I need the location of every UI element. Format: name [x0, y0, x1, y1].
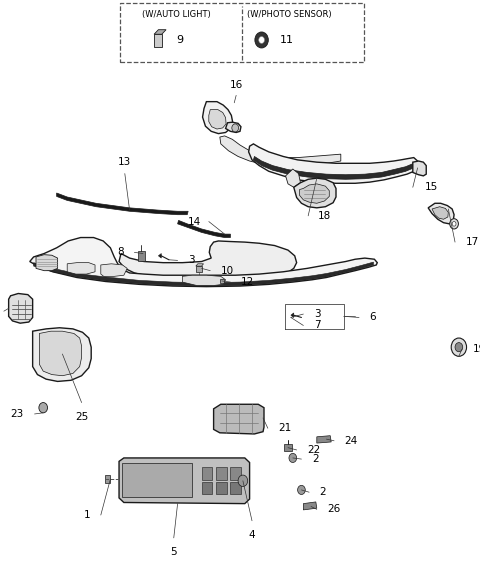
Text: 5: 5	[170, 547, 177, 557]
Circle shape	[298, 485, 305, 494]
Polygon shape	[57, 193, 188, 215]
Polygon shape	[432, 207, 448, 219]
Text: 3: 3	[314, 309, 321, 319]
Polygon shape	[230, 467, 241, 480]
Text: 16: 16	[229, 79, 243, 90]
Text: (W/AUTO LIGHT): (W/AUTO LIGHT)	[142, 10, 210, 19]
Polygon shape	[182, 275, 226, 286]
Polygon shape	[33, 328, 91, 381]
Polygon shape	[178, 220, 230, 238]
Circle shape	[452, 222, 456, 226]
Text: 9: 9	[177, 35, 184, 45]
Text: 25: 25	[75, 412, 88, 422]
Text: 21: 21	[278, 423, 292, 433]
Polygon shape	[317, 436, 331, 443]
Polygon shape	[196, 266, 202, 272]
Text: 12: 12	[241, 277, 254, 287]
Text: 17: 17	[466, 237, 479, 247]
Text: 6: 6	[370, 312, 376, 323]
Text: 2: 2	[312, 454, 319, 464]
Text: 22: 22	[307, 445, 321, 455]
Text: 18: 18	[318, 211, 331, 221]
Text: 1: 1	[84, 510, 90, 520]
Polygon shape	[36, 255, 58, 271]
Polygon shape	[220, 279, 224, 283]
Polygon shape	[220, 136, 341, 166]
Polygon shape	[216, 482, 227, 494]
Circle shape	[255, 32, 268, 48]
Text: 15: 15	[424, 182, 438, 192]
Polygon shape	[202, 482, 212, 494]
Polygon shape	[39, 331, 82, 376]
Text: 7: 7	[314, 320, 321, 331]
Text: 13: 13	[118, 157, 132, 167]
Polygon shape	[209, 110, 226, 129]
Text: 2: 2	[320, 487, 326, 497]
Polygon shape	[34, 262, 373, 286]
Circle shape	[238, 475, 248, 486]
FancyBboxPatch shape	[120, 3, 364, 62]
Polygon shape	[303, 502, 317, 510]
Polygon shape	[105, 475, 110, 483]
Polygon shape	[119, 458, 250, 504]
Circle shape	[39, 403, 48, 413]
Polygon shape	[203, 102, 233, 134]
Polygon shape	[9, 293, 33, 323]
Text: 14: 14	[188, 216, 201, 227]
Polygon shape	[286, 169, 300, 187]
Text: 24: 24	[345, 436, 358, 446]
Polygon shape	[216, 467, 227, 480]
Text: 26: 26	[327, 504, 341, 514]
Polygon shape	[196, 264, 204, 266]
Text: 4: 4	[249, 530, 255, 540]
Text: 3: 3	[188, 255, 195, 266]
Polygon shape	[226, 122, 241, 132]
Circle shape	[450, 219, 458, 229]
Polygon shape	[154, 34, 162, 47]
Polygon shape	[230, 482, 241, 494]
Text: 10: 10	[221, 266, 234, 276]
Polygon shape	[30, 238, 377, 287]
Polygon shape	[67, 263, 95, 274]
Text: 19: 19	[472, 344, 480, 355]
Circle shape	[455, 343, 463, 352]
Polygon shape	[253, 156, 417, 179]
Circle shape	[232, 124, 239, 132]
Circle shape	[289, 453, 297, 463]
Text: 11: 11	[280, 35, 294, 45]
Polygon shape	[158, 254, 161, 258]
Polygon shape	[202, 467, 212, 480]
Polygon shape	[119, 241, 297, 280]
Polygon shape	[284, 444, 292, 451]
Polygon shape	[294, 178, 336, 208]
Circle shape	[259, 37, 264, 43]
Text: 23: 23	[11, 409, 24, 419]
Polygon shape	[154, 30, 166, 34]
Polygon shape	[122, 463, 192, 497]
Circle shape	[451, 338, 467, 356]
Text: (W/PHOTO SENSOR): (W/PHOTO SENSOR)	[247, 10, 332, 19]
Polygon shape	[249, 144, 418, 183]
Text: 8: 8	[117, 247, 124, 258]
Polygon shape	[300, 184, 329, 203]
Polygon shape	[291, 313, 294, 317]
Polygon shape	[413, 161, 426, 176]
Polygon shape	[428, 203, 454, 224]
Polygon shape	[138, 251, 144, 261]
Polygon shape	[101, 264, 127, 276]
Polygon shape	[214, 404, 264, 434]
